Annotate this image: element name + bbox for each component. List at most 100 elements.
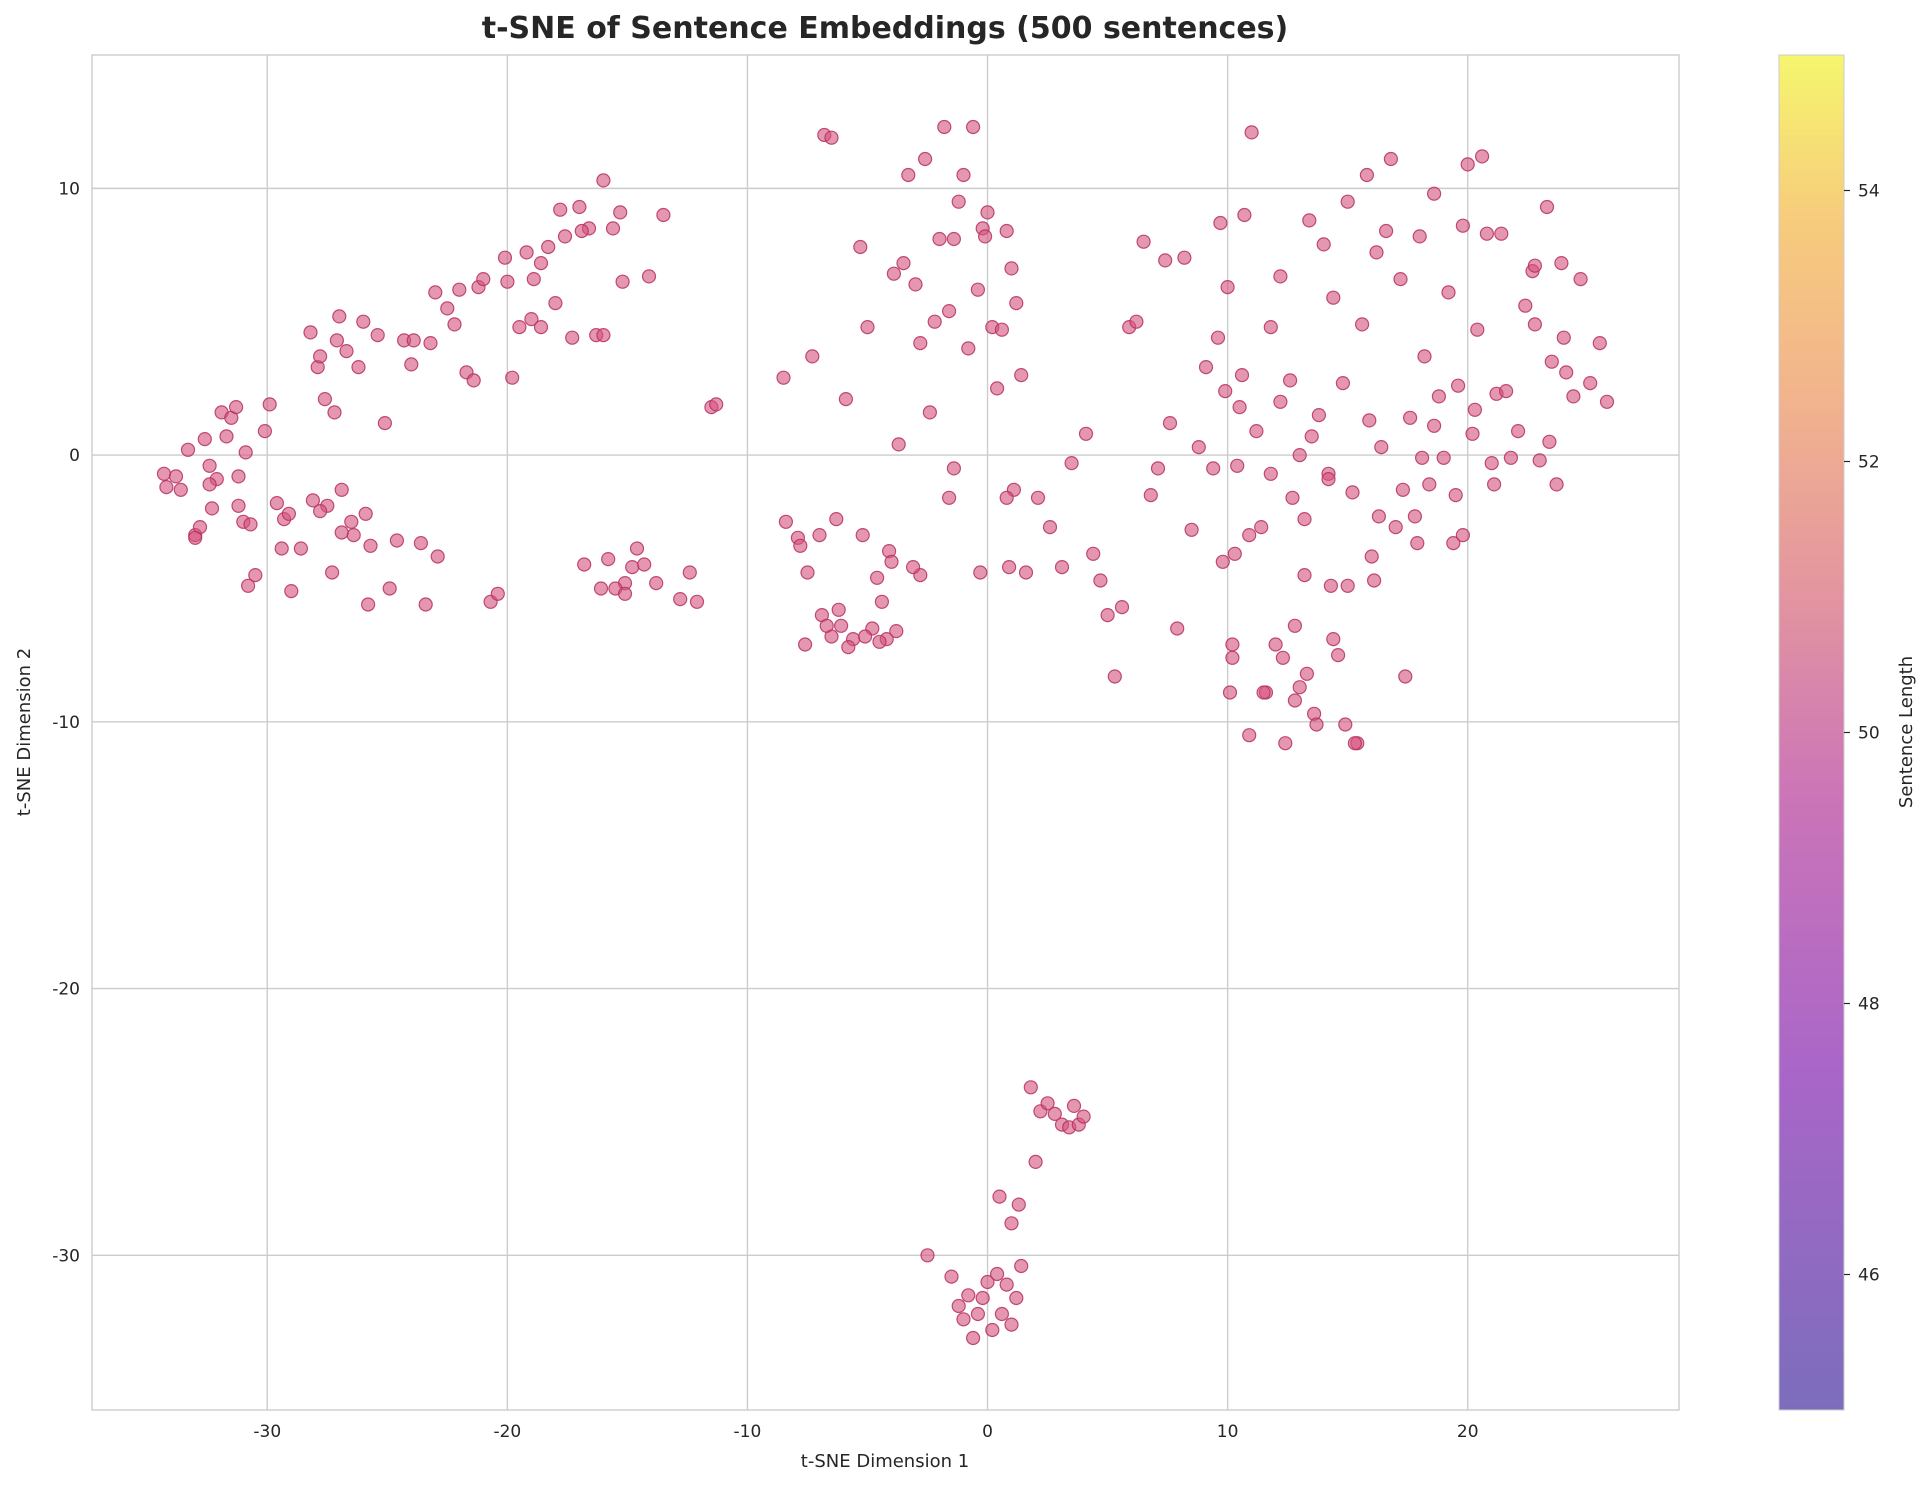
data-point — [1263, 466, 1278, 481]
data-point — [994, 1306, 1010, 1322]
data-point — [1354, 317, 1370, 332]
data-point — [625, 559, 640, 575]
data-point — [1215, 554, 1230, 569]
data-point — [1009, 296, 1024, 311]
data-point — [1393, 272, 1408, 287]
data-point — [334, 482, 349, 497]
data-point — [1275, 650, 1291, 665]
data-point — [951, 1298, 966, 1314]
x-tick-label: -30 — [253, 1422, 281, 1442]
data-point — [466, 373, 481, 388]
data-point — [524, 312, 539, 327]
data-point — [1129, 314, 1144, 329]
data-point — [1225, 650, 1240, 665]
data-point — [1018, 565, 1034, 580]
y-tick-label: -30 — [52, 1246, 80, 1266]
grid — [92, 55, 1679, 1410]
data-point — [1364, 549, 1379, 564]
data-point — [243, 517, 258, 532]
colorbar-tick-label: 48 — [1858, 995, 1880, 1015]
data-point — [1256, 685, 1271, 700]
data-point — [980, 205, 995, 220]
data-point — [776, 370, 791, 385]
data-point — [313, 349, 328, 364]
data-point — [1510, 424, 1526, 439]
data-point — [1242, 728, 1257, 743]
data-point — [989, 381, 1005, 396]
colorbar: 46 48 50 52 54 Sentence Length — [1778, 54, 1917, 1411]
data-point — [541, 239, 556, 255]
data-point — [601, 551, 616, 567]
y-tick-label: 10 — [58, 179, 80, 199]
data-point — [1100, 607, 1115, 623]
data-point — [168, 469, 184, 484]
data-point — [673, 591, 688, 607]
data-point — [985, 1322, 1000, 1338]
colorbar-label: Sentence Length — [1896, 656, 1917, 808]
data-point — [1467, 402, 1483, 417]
data-point — [1249, 424, 1264, 439]
data-point — [231, 469, 246, 484]
data-point — [363, 538, 378, 553]
data-point — [1114, 599, 1130, 615]
data-point — [159, 480, 174, 495]
data-point — [1549, 477, 1564, 492]
y-tick-labels: 10 0 -10 -20 -30 — [52, 179, 80, 1266]
data-point — [901, 167, 916, 183]
y-tick-label: -10 — [52, 713, 80, 733]
data-point — [1542, 434, 1557, 449]
data-point — [819, 618, 834, 633]
data-point — [505, 370, 520, 385]
data-point — [344, 514, 359, 529]
data-point — [1227, 546, 1242, 561]
data-point — [241, 578, 256, 593]
chart-title: t-SNE of Sentence Embeddings (500 senten… — [482, 11, 1289, 46]
data-point — [156, 466, 172, 481]
data-point — [1398, 669, 1413, 684]
data-points — [156, 119, 1615, 1346]
data-point — [274, 541, 289, 556]
data-point — [1143, 488, 1158, 503]
data-point — [1527, 317, 1543, 332]
data-point — [430, 549, 445, 564]
data-point — [1479, 226, 1495, 241]
data-point — [615, 274, 630, 289]
data-point — [317, 392, 332, 407]
x-tick-label: -10 — [734, 1422, 762, 1442]
data-point — [1299, 666, 1315, 681]
data-point — [370, 328, 385, 343]
data-point — [1011, 1197, 1026, 1212]
data-point — [1326, 290, 1341, 305]
data-point — [440, 301, 455, 316]
data-point — [356, 314, 371, 329]
data-point — [1410, 535, 1425, 551]
data-point — [202, 458, 217, 473]
data-point — [1001, 559, 1017, 575]
x-tick-label: -20 — [493, 1422, 521, 1442]
data-point — [1218, 384, 1233, 399]
data-point — [1446, 535, 1461, 551]
data-point — [1170, 621, 1185, 636]
data-point — [1278, 736, 1293, 751]
data-point — [1184, 522, 1199, 537]
data-point — [617, 586, 633, 601]
data-point — [262, 397, 277, 412]
data-point — [1383, 151, 1399, 167]
data-point — [999, 490, 1014, 505]
data-point — [989, 1266, 1005, 1282]
data-point — [389, 533, 404, 548]
data-point — [1237, 207, 1252, 223]
data-point — [1559, 365, 1574, 380]
data-point — [1191, 440, 1206, 455]
data-point — [1210, 330, 1226, 345]
x-tick-label: 20 — [1457, 1422, 1479, 1442]
data-point — [941, 490, 957, 505]
data-point — [490, 586, 505, 601]
data-point — [1484, 456, 1499, 471]
data-point — [1309, 717, 1324, 732]
data-point — [1527, 258, 1543, 273]
data-point — [361, 597, 376, 612]
data-point — [1292, 680, 1307, 695]
data-point — [970, 282, 986, 297]
data-point — [557, 229, 573, 244]
